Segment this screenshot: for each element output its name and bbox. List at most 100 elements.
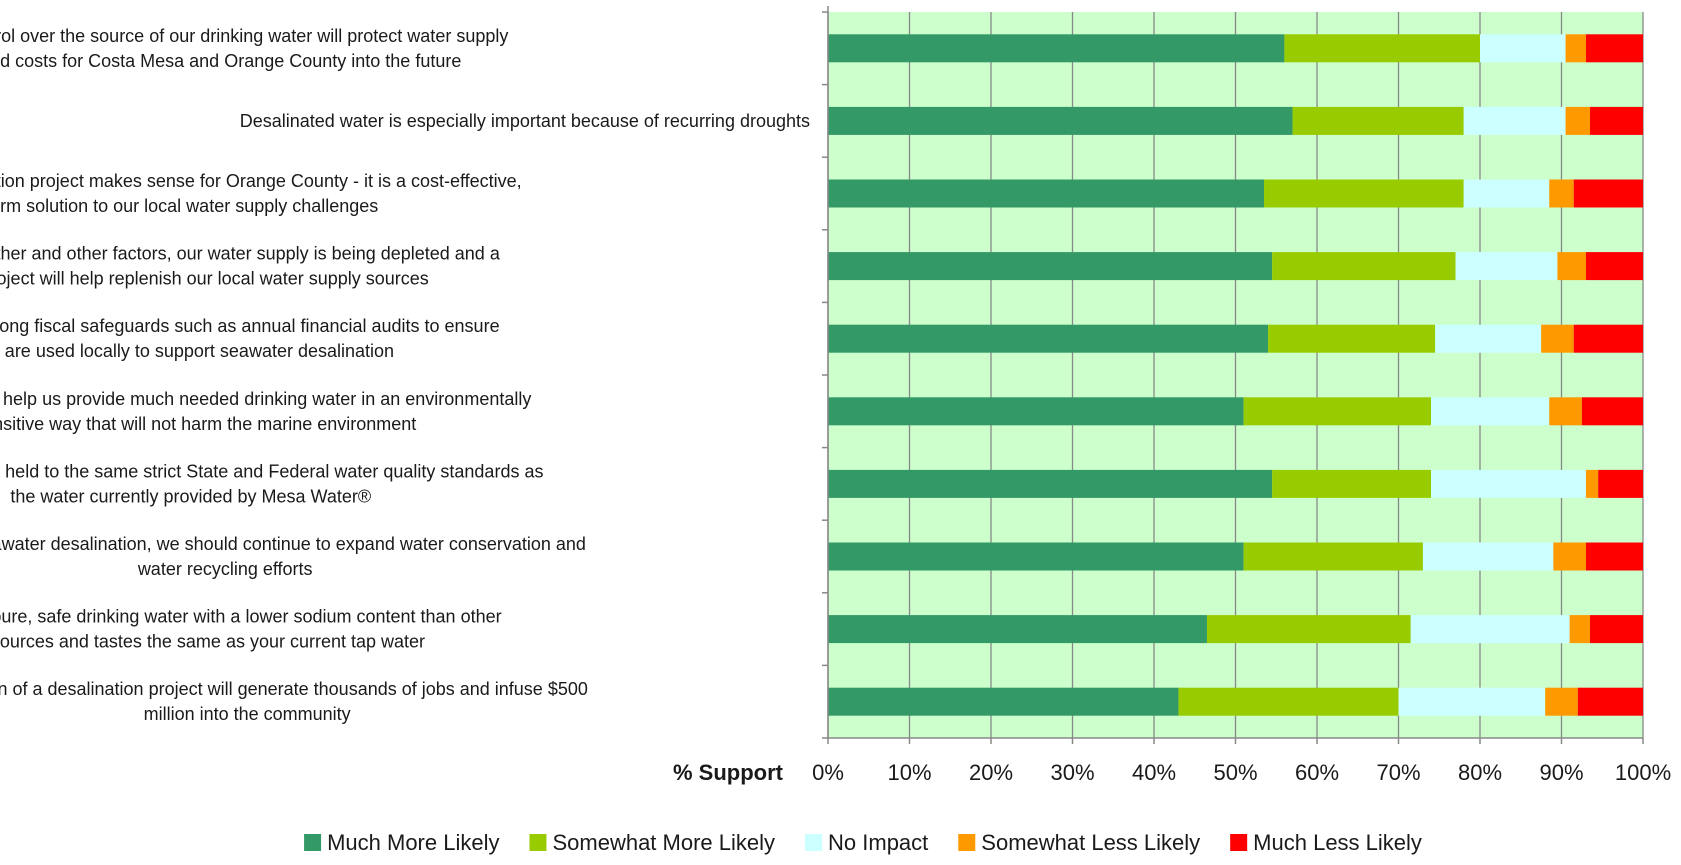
category-label-line: Construction of a desalination project w… <box>0 679 588 699</box>
bar-segment-4-row-7 <box>1585 469 1599 498</box>
bar-segment-3-row-10 <box>1398 687 1546 716</box>
category-label-line: water recycling efforts <box>137 559 313 579</box>
category-label: Investment in a desalination project mak… <box>0 171 522 216</box>
bar-segment-2-row-7 <box>1272 469 1432 498</box>
category-label-line: long-term solution to our local water su… <box>0 196 378 216</box>
legend-swatch <box>304 834 322 851</box>
bars <box>828 34 1643 716</box>
bar-segment-4-row-1 <box>1565 34 1586 63</box>
category-label-line: Investment in a desalination project mak… <box>0 171 522 191</box>
bar-segment-2-row-9 <box>1206 615 1411 644</box>
category-label-line: This measure will help us provide much n… <box>0 389 531 409</box>
x-tick-labels: 0% 10% 20% 30% 40% 50% 60% 70% 80% 90% 100% <box>812 760 1671 785</box>
category-label: Desalinated water is held to the same st… <box>0 461 543 506</box>
x-tick-label: 80% <box>1458 760 1502 785</box>
bar-segment-2-row-4 <box>1272 252 1456 281</box>
bar-segment-5-row-6 <box>1581 397 1643 426</box>
legend-label: Somewhat More Likely <box>552 830 775 855</box>
bar-segment-2-row-10 <box>1178 687 1399 716</box>
legend-label: No Impact <box>828 830 928 855</box>
bar-segment-5-row-1 <box>1585 34 1643 63</box>
bar-segment-3-row-8 <box>1422 542 1554 571</box>
x-tick-label: 0% <box>812 760 844 785</box>
bar-segment-1-row-4 <box>828 252 1273 281</box>
category-label: Desalinated water is especially importan… <box>240 111 810 131</box>
bar-segment-1-row-2 <box>828 106 1293 135</box>
bar-segment-3-row-3 <box>1463 179 1550 208</box>
bar-segment-4-row-8 <box>1553 542 1586 571</box>
bar-segment-1-row-8 <box>828 542 1244 571</box>
category-label-line: In addition to seawater desalination, we… <box>0 534 586 554</box>
bar-segment-5-row-5 <box>1573 324 1643 353</box>
category-label-line: This measure will include strong fiscal … <box>0 316 500 336</box>
legend-label: Somewhat Less Likely <box>981 830 1200 855</box>
bar-segment-4-row-10 <box>1545 687 1578 716</box>
x-tick-label: 40% <box>1132 760 1176 785</box>
bar-segment-2-row-2 <box>1292 106 1464 135</box>
bar-segment-4-row-9 <box>1569 615 1591 644</box>
bar-segment-1-row-7 <box>828 469 1273 498</box>
category-label: This measure will include strong fiscal … <box>0 316 500 361</box>
x-tick-label: 100% <box>1615 760 1671 785</box>
legend-swatch <box>958 834 976 851</box>
bar-segment-3-row-9 <box>1410 615 1570 644</box>
category-label: Desalination produces pure, safe drinkin… <box>0 607 502 652</box>
bar-segment-3-row-7 <box>1431 469 1586 498</box>
category-label-line: the water currently provided by Mesa Wat… <box>10 486 371 506</box>
category-label-line: reliability and costs for Costa Mesa and… <box>0 51 461 71</box>
category-label-line: Having local control over the source of … <box>0 26 508 46</box>
category-label-line: Due to hotter, drier weather and other f… <box>0 244 501 264</box>
bar-segment-1-row-1 <box>828 34 1285 63</box>
category-labels: Having local control over the source of … <box>0 26 810 724</box>
bar-segment-4-row-3 <box>1549 179 1574 208</box>
bar-segment-3-row-4 <box>1455 252 1558 281</box>
bar-segment-1-row-5 <box>828 324 1269 353</box>
bar-segment-2-row-5 <box>1268 324 1436 353</box>
legend-swatch <box>1230 834 1248 851</box>
bar-segment-4-row-2 <box>1565 106 1591 135</box>
x-tick-label: 30% <box>1050 760 1094 785</box>
category-label-line: Desalinated water is especially importan… <box>240 111 810 131</box>
x-tick-label: 20% <box>969 760 1013 785</box>
bar-segment-5-row-8 <box>1585 542 1643 571</box>
bar-segment-5-row-10 <box>1577 687 1643 716</box>
x-tick-label: 70% <box>1376 760 1420 785</box>
bar-segment-2-row-8 <box>1243 542 1423 571</box>
category-label-line: Desalination produces pure, safe drinkin… <box>0 607 502 627</box>
bar-segment-5-row-2 <box>1590 106 1643 135</box>
axes <box>822 6 1644 744</box>
bar-segment-3-row-5 <box>1435 324 1542 353</box>
category-label-line: all funds raised are used locally to sup… <box>0 341 394 361</box>
bar-segment-2-row-3 <box>1264 179 1464 208</box>
legend-swatch <box>805 834 823 851</box>
bar-segment-1-row-9 <box>828 615 1207 644</box>
legend-swatch <box>529 834 547 851</box>
bar-segment-4-row-5 <box>1541 324 1574 353</box>
category-label: Having local control over the source of … <box>0 26 508 71</box>
category-label: Due to hotter, drier weather and other f… <box>0 244 501 289</box>
x-tick-label: 50% <box>1213 760 1257 785</box>
bar-segment-4-row-4 <box>1557 252 1586 281</box>
category-label: Construction of a desalination project w… <box>0 679 588 724</box>
bar-segment-1-row-6 <box>828 397 1244 426</box>
category-label-line: million into the community <box>144 704 351 724</box>
bar-segment-2-row-1 <box>1284 34 1480 63</box>
bar-segment-4-row-6 <box>1549 397 1582 426</box>
category-label: In addition to seawater desalination, we… <box>0 534 586 579</box>
bar-segment-3-row-6 <box>1431 397 1550 426</box>
category-label-line: Desalinated water is held to the same st… <box>0 461 543 481</box>
legend-label: Much More Likely <box>327 830 499 855</box>
legend-label: Much Less Likely <box>1253 830 1422 855</box>
bar-segment-1-row-10 <box>828 687 1179 716</box>
legend: Much More Likely Somewhat More Likely No I… <box>304 830 1422 855</box>
x-tick-label: 10% <box>887 760 931 785</box>
bar-segment-3-row-1 <box>1480 34 1566 63</box>
bar-segment-5-row-7 <box>1598 469 1643 498</box>
bar-segment-3-row-2 <box>1463 106 1566 135</box>
bar-segment-2-row-6 <box>1243 397 1432 426</box>
category-label-line: sensitive way that will not harm the mar… <box>0 414 416 434</box>
x-tick-label: 60% <box>1295 760 1339 785</box>
bar-segment-5-row-4 <box>1585 252 1643 281</box>
category-label: This measure will help us provide much n… <box>0 389 531 434</box>
